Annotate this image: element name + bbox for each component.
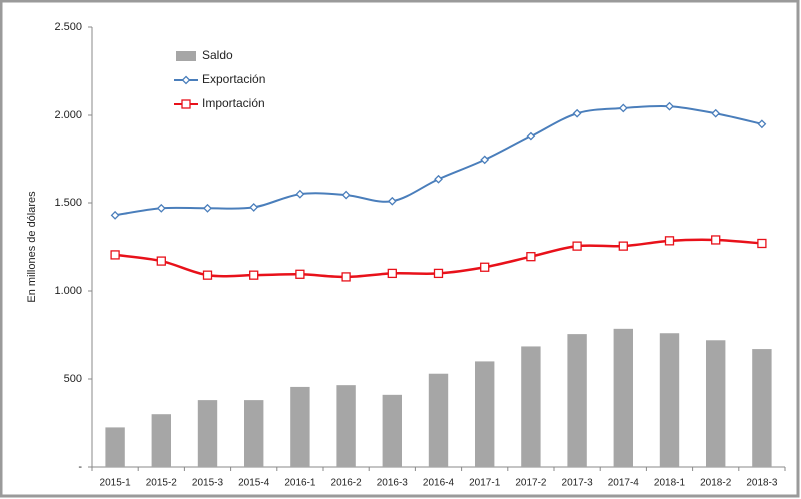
line-marker	[156, 203, 166, 213]
line-marker	[110, 250, 120, 260]
y-tick-label: 1.500	[54, 197, 82, 209]
bar	[197, 400, 218, 467]
y-tick-label: 2.000	[54, 109, 82, 121]
bar	[382, 394, 403, 467]
line-marker	[757, 119, 767, 129]
y-tick-label: 500	[64, 373, 82, 385]
bar	[659, 333, 680, 467]
line-marker	[387, 196, 397, 206]
x-tick-label: 2018-3	[746, 478, 778, 489]
line	[114, 104, 763, 217]
x-tick-label: 2016-2	[331, 478, 363, 489]
y-tick-label: -	[78, 461, 82, 473]
line-marker	[110, 210, 120, 220]
line-marker	[526, 252, 536, 262]
bar	[567, 334, 587, 467]
y-tick-label: 2.500	[54, 21, 82, 33]
line-marker	[711, 108, 721, 118]
bar	[290, 386, 310, 467]
line-marker	[480, 262, 490, 272]
x-tick-label: 2018-2	[700, 478, 732, 489]
legend-label: Importación	[202, 96, 265, 110]
bar	[613, 328, 634, 467]
x-tick-label: 2016-1	[284, 478, 316, 489]
line-marker	[341, 272, 351, 282]
line-marker	[665, 101, 674, 111]
bar	[705, 340, 726, 467]
x-tick-label: 2018-1	[654, 478, 686, 489]
line-marker	[202, 270, 213, 280]
y-tick-label: 1.000	[54, 285, 82, 297]
legend-marker	[181, 75, 191, 85]
bar	[151, 414, 172, 467]
line-marker	[387, 268, 397, 279]
line-marker	[249, 270, 259, 280]
legend-label: Saldo	[202, 48, 233, 62]
line-marker	[572, 108, 582, 118]
x-tick-label: 2015-2	[146, 478, 178, 489]
line-marker	[341, 190, 351, 200]
x-tick-label: 2016-4	[423, 478, 455, 489]
bar	[752, 349, 772, 467]
line-marker	[572, 241, 582, 251]
line-marker	[295, 189, 305, 199]
line-marker	[203, 203, 212, 213]
line-marker	[295, 269, 305, 279]
line-marker	[433, 268, 444, 279]
legend-label: Exportación	[202, 72, 265, 86]
line-marker	[664, 236, 675, 246]
bar	[243, 400, 264, 467]
bar	[521, 346, 541, 467]
line-marker	[526, 131, 536, 141]
line-marker	[711, 235, 721, 245]
x-tick-label: 2017-2	[515, 478, 547, 489]
x-tick-label: 2017-3	[562, 478, 594, 489]
legend-swatch	[176, 51, 196, 61]
legend-marker	[181, 99, 191, 109]
x-tick-label: 2015-3	[192, 478, 224, 489]
line-marker	[156, 256, 166, 266]
line-marker	[618, 103, 628, 113]
x-tick-label: 2015-4	[238, 478, 270, 489]
bar	[474, 361, 495, 467]
bar	[428, 373, 449, 467]
line-marker	[434, 174, 443, 184]
x-tick-label: 2016-3	[377, 478, 409, 489]
x-tick-label: 2017-4	[608, 478, 640, 489]
x-tick-label: 2017-1	[469, 478, 501, 489]
x-tick-label: 2015-1	[100, 478, 132, 489]
bar	[105, 427, 125, 467]
line-marker	[249, 202, 259, 212]
bar	[336, 385, 356, 467]
line-marker	[480, 155, 490, 165]
y-axis-label: En millones de dólares	[26, 191, 38, 303]
line-marker	[757, 238, 767, 249]
line-marker	[618, 241, 628, 251]
